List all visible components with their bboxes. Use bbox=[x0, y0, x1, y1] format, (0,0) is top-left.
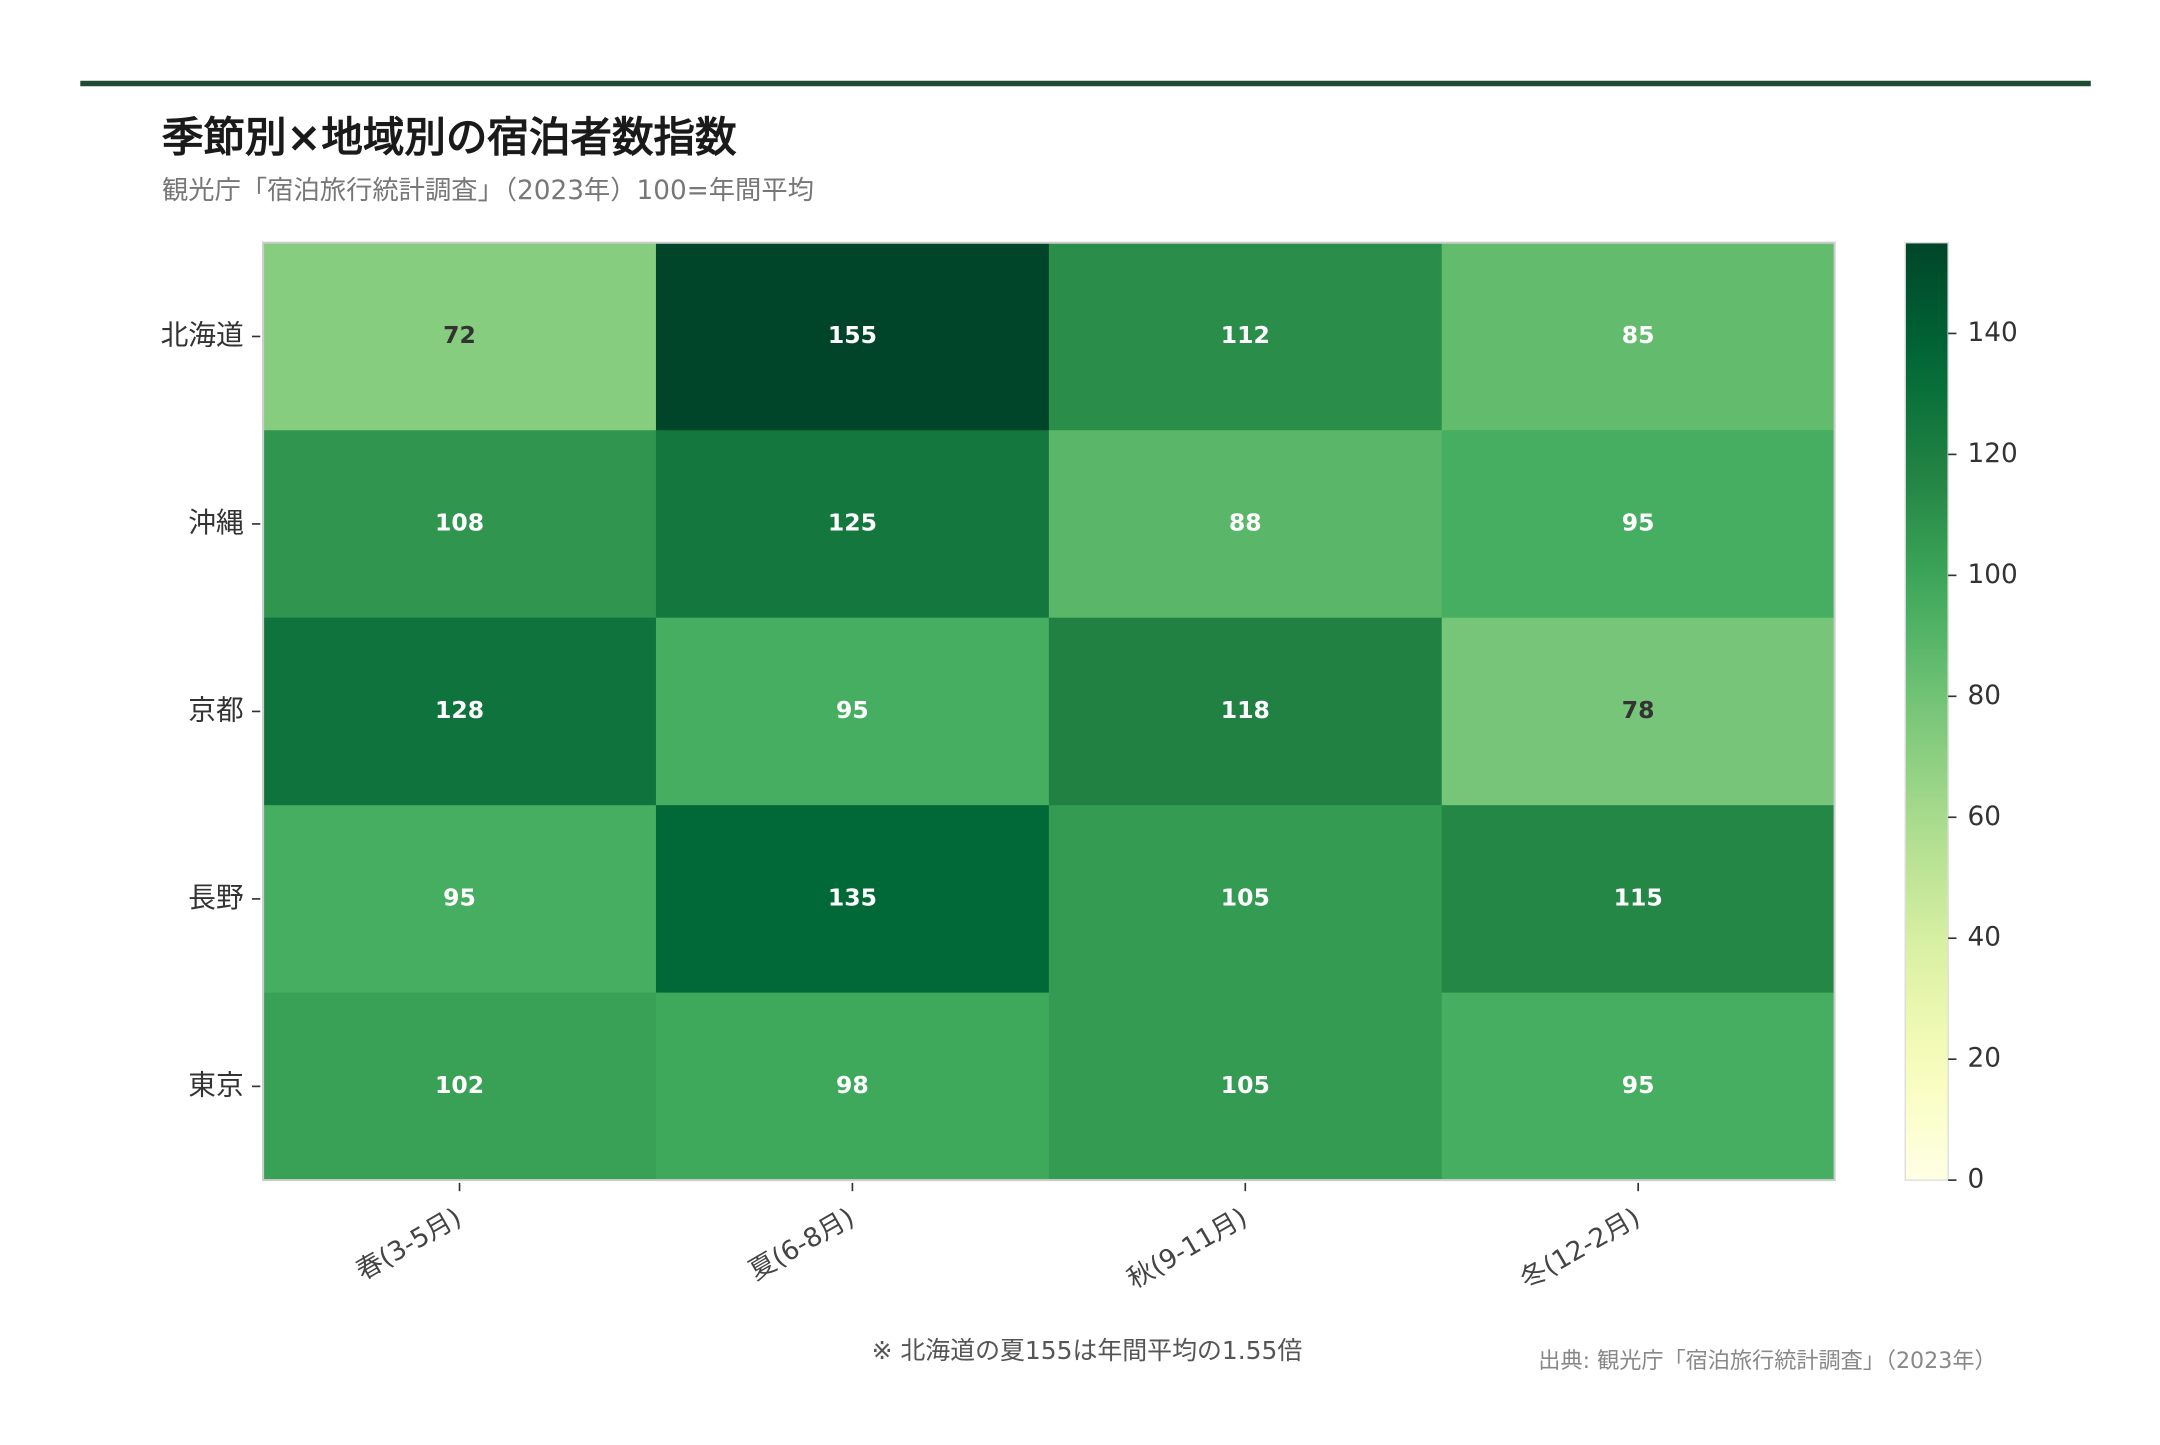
cell-label: 78 bbox=[1622, 696, 1655, 724]
heatmap-cell bbox=[1441, 992, 1836, 1181]
chart-title: 季節別×地域別の宿泊者数指数 bbox=[161, 112, 737, 161]
heatmap-cell bbox=[1048, 992, 1443, 1181]
colorbar-tick-label: 0 bbox=[1968, 1165, 1985, 1195]
cell-label: 115 bbox=[1614, 883, 1663, 911]
heatmap-cell bbox=[655, 617, 1050, 806]
cell-label: 118 bbox=[1221, 696, 1270, 724]
cell-label: 125 bbox=[828, 508, 877, 536]
colorbar-tick-label: 20 bbox=[1968, 1044, 2001, 1074]
heatmap-cell bbox=[263, 430, 657, 619]
chart-subtitle: 観光庁「宿泊旅行統計調査」（2023年）100=年間平均 bbox=[162, 176, 814, 206]
x-tick-label: 冬(12-2月) bbox=[1515, 1203, 1645, 1295]
heatmap-cell bbox=[263, 617, 657, 806]
colorbar-tick-label: 60 bbox=[1968, 802, 2001, 832]
colorbar-tick-label: 80 bbox=[1968, 681, 2001, 711]
annotation: ※ 北海道の夏155は年間平均の1.55倍 bbox=[872, 1336, 1303, 1365]
heatmap-cell bbox=[1048, 242, 1443, 431]
cell-label: 135 bbox=[828, 883, 877, 911]
heatmap-cell bbox=[263, 805, 657, 994]
heatmap-cell bbox=[1441, 430, 1836, 619]
y-tick-label: 東京 bbox=[188, 1068, 243, 1101]
cell-label: 98 bbox=[836, 1071, 869, 1099]
cell-label: 112 bbox=[1221, 321, 1270, 349]
colorbar-tick-label: 40 bbox=[1968, 923, 2001, 953]
colorbar-tick-label: 120 bbox=[1968, 439, 2018, 469]
cell-label: 108 bbox=[435, 508, 484, 536]
heatmap-cell bbox=[1048, 805, 1443, 994]
y-tick-label: 北海道 bbox=[161, 318, 244, 351]
y-tick-label: 京都 bbox=[188, 693, 243, 726]
y-tick-label: 長野 bbox=[188, 881, 243, 914]
cell-label: 102 bbox=[435, 1071, 484, 1099]
cell-label: 105 bbox=[1221, 1071, 1270, 1099]
cell-label: 95 bbox=[443, 883, 476, 911]
source: 出典: 観光庁「宿泊旅行統計調査」（2023年） bbox=[1538, 1348, 1996, 1374]
heatmap-cell bbox=[655, 992, 1050, 1181]
heatmap-cell bbox=[263, 242, 657, 431]
colorbar-tick-label: 140 bbox=[1968, 318, 2018, 348]
heatmap-cell bbox=[1048, 430, 1443, 619]
cell-label: 72 bbox=[443, 321, 476, 349]
cell-label: 95 bbox=[1622, 508, 1655, 536]
cell-label: 155 bbox=[828, 321, 877, 349]
heatmap-cell bbox=[1441, 805, 1836, 994]
heatmap-cell bbox=[655, 805, 1050, 994]
heatmap-cell bbox=[1441, 242, 1836, 431]
x-tick-label: 秋(9-11月) bbox=[1123, 1203, 1253, 1295]
cell-label: 105 bbox=[1221, 883, 1270, 911]
heatmap-cell bbox=[1048, 617, 1443, 806]
cell-label: 95 bbox=[836, 696, 869, 724]
x-tick-label: 春(3-5月) bbox=[351, 1203, 467, 1287]
cell-label: 128 bbox=[435, 696, 484, 724]
colorbar bbox=[1904, 242, 1949, 1181]
heatmap-cell bbox=[263, 992, 657, 1181]
x-tick-label: 夏(6-8月) bbox=[744, 1203, 860, 1287]
heatmap-cell bbox=[655, 242, 1050, 431]
colorbar-tick-label: 100 bbox=[1968, 560, 2018, 590]
heatmap-cell bbox=[655, 430, 1050, 619]
cell-label: 85 bbox=[1622, 321, 1655, 349]
y-tick-label: 沖縄 bbox=[188, 506, 244, 539]
cell-label: 95 bbox=[1622, 1071, 1655, 1099]
plot-frame bbox=[262, 241, 1836, 1182]
cell-label: 88 bbox=[1229, 508, 1262, 536]
heatmap-cell bbox=[1441, 617, 1836, 806]
